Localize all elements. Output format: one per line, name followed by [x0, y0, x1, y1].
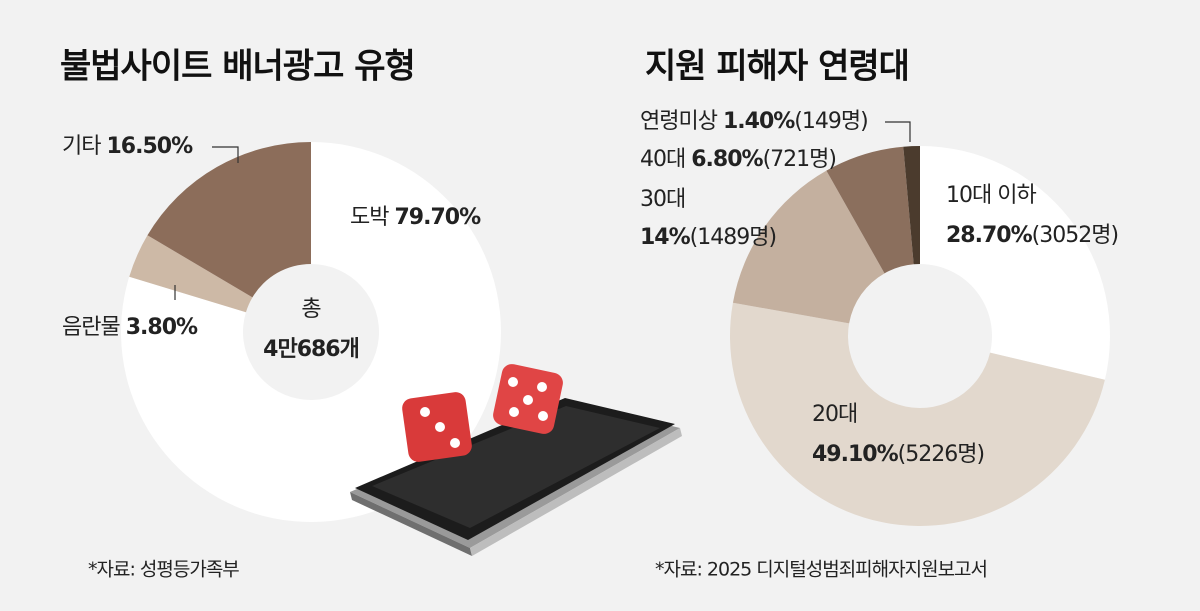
category-label: 기타: [62, 134, 101, 159]
value-label: 14%: [640, 225, 691, 250]
slice-label: 30대: [640, 187, 685, 212]
value-label: 79.70%: [394, 205, 481, 230]
slice-label: 연령미상 1.40%(149명): [640, 109, 868, 134]
slice-label: 14%(1489명): [640, 225, 776, 250]
count-label: (721명): [763, 147, 836, 172]
slice-label: 49.10%(5226명): [812, 442, 984, 467]
phone-illustration: [350, 398, 682, 556]
donut-chart: 10대 이하 28.70%(3052명) 20대 49.10%(5226명) 30대 14…: [640, 109, 1119, 526]
slice-label: 28.70%(3052명): [946, 223, 1118, 248]
leader-line: [885, 121, 911, 142]
count-label: (5226명): [898, 442, 984, 467]
chart-title: 불법사이트 배너광고 유형: [60, 47, 415, 87]
count-label: (149명): [794, 109, 867, 134]
center-label: 총: [301, 297, 321, 322]
dice-illustration: [402, 364, 563, 462]
donut-slice: [826, 146, 914, 274]
category-label: 연령미상: [640, 109, 718, 134]
donut-slice: [903, 146, 920, 265]
count-label: (1489명): [690, 225, 776, 250]
value-label: 16.50%: [106, 134, 193, 159]
donut-slice: [920, 146, 1110, 380]
slice-label: 10대 이하: [946, 183, 1036, 208]
leader-line: [212, 146, 239, 163]
value-label: 3.80%: [126, 315, 198, 340]
category-label: 20대: [812, 402, 857, 427]
center-label: 4만686개: [263, 337, 359, 362]
count-label: (3052명): [1032, 223, 1118, 248]
category-label: 도박: [350, 205, 389, 230]
category-label: 10대 이하: [946, 183, 1036, 208]
donut-slice: [730, 302, 1105, 526]
category-label: 40대: [640, 147, 685, 172]
source-note: *자료: 성평등가족부: [88, 559, 239, 581]
slice-label: 20대: [812, 402, 857, 427]
value-label: 1.40%: [723, 109, 795, 134]
category-label: 음란물: [62, 315, 120, 340]
donut-slice: [732, 170, 885, 324]
value-label: 6.80%: [691, 147, 763, 172]
donut-slice: [147, 142, 311, 298]
chart-title: 지원 피해자 연령대: [645, 47, 909, 87]
category-label: 30대: [640, 187, 685, 212]
donut-slice: [129, 235, 253, 313]
value-label: 28.70%: [946, 223, 1033, 248]
slice-label: 40대 6.80%(721명): [640, 147, 836, 172]
source-note: *자료: 2025 디지털성범죄피해자지원보고서: [655, 559, 987, 581]
slice-label: 기타 16.50%: [62, 134, 193, 159]
slice-label: 도박 79.70%: [350, 205, 481, 230]
slice-label: 음란물 3.80%: [62, 315, 198, 340]
value-label: 49.10%: [812, 442, 899, 467]
